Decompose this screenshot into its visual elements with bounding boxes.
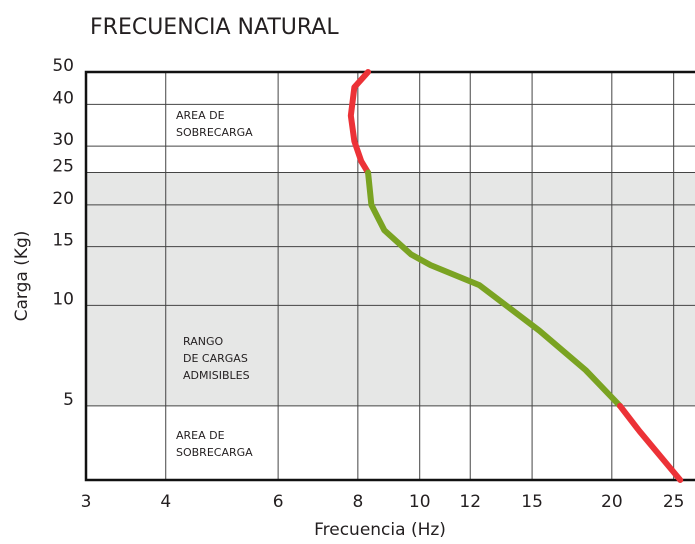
annotation: DE CARGAS	[183, 352, 248, 365]
annotation: SOBRECARGA	[176, 446, 253, 459]
annotation: ADMISIBLES	[183, 369, 250, 382]
x-tick-label: 12	[459, 492, 481, 512]
curve	[365, 169, 624, 409]
x-tick-label: 10	[409, 492, 431, 512]
annotation: RANGO	[183, 335, 223, 348]
y-tick-label: 30	[52, 130, 74, 150]
y-tick-label: 10	[52, 289, 74, 309]
x-tick-label: 20	[601, 492, 623, 512]
x-tick-label: 4	[160, 492, 171, 512]
y-tick-label: 5	[63, 390, 74, 410]
plot-frame	[84, 70, 695, 482]
y-tick-label: 25	[52, 157, 74, 177]
curve	[617, 402, 684, 483]
annotation: AREA DE	[176, 429, 225, 442]
y-axis-label: Carga (Kg)	[12, 231, 32, 322]
chart-title: FRECUENCIA NATURAL	[90, 15, 339, 40]
x-tick-label: 3	[81, 492, 92, 512]
curve	[347, 69, 372, 176]
admissible-band	[86, 172, 695, 406]
y-tick-label: 15	[52, 231, 74, 251]
x-tick-label: 6	[273, 492, 284, 512]
x-tick-label: 8	[352, 492, 363, 512]
x-tick-label: 25	[663, 492, 685, 512]
y-tick-label: 40	[52, 88, 74, 108]
annotation: AREA DE	[176, 109, 225, 122]
y-tick-label: 50	[52, 56, 74, 76]
annotation: SOBRECARGA	[176, 126, 253, 139]
x-axis-label: Frecuencia (Hz)	[314, 520, 446, 540]
y-tick-label: 20	[52, 189, 74, 209]
x-tick-label: 15	[521, 492, 543, 512]
